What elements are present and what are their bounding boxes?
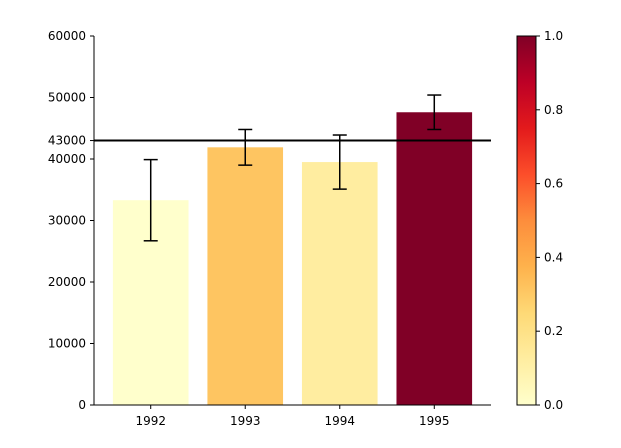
x-tick-label: 1993: [230, 414, 261, 428]
y-tick-label: 50000: [48, 91, 86, 105]
error-bars: [143, 94, 442, 242]
bars: [112, 112, 473, 405]
y-tick-label: 40000: [48, 152, 86, 166]
colorbar-tick-label: 0.4: [544, 250, 563, 264]
x-tick-label: 1992: [135, 414, 166, 428]
colorbar-tick-label: 1.0: [544, 29, 563, 43]
colorbar-gradient: [516, 35, 537, 406]
bar-1994: [301, 162, 378, 405]
axes: 0 10000 20000 30000 40000 50000 60000 43000 1992…: [48, 29, 491, 428]
colorbar-tick-label: 0.0: [544, 398, 563, 412]
colorbar-tick-label: 0.6: [544, 177, 563, 191]
x-tick-label: 1994: [324, 414, 355, 428]
errorbar-1995: [427, 94, 442, 131]
colorbar: 0.0 0.2 0.4 0.6 0.8 1.0: [516, 29, 563, 412]
reference-line-label: 43000: [48, 134, 86, 148]
colorbar-tick-label: 0.2: [544, 324, 563, 338]
y-tick-label: 60000: [48, 29, 86, 43]
y-tick-label: 0: [78, 398, 86, 412]
errorbar-1992: [143, 158, 158, 242]
colorbar-tick-label: 0.8: [544, 103, 563, 117]
bar-1995: [396, 112, 473, 405]
y-tick-label: 10000: [48, 337, 86, 351]
errorbar-1993: [238, 128, 253, 166]
y-tick-label: 30000: [48, 214, 86, 228]
y-tick-label: 20000: [48, 275, 86, 289]
bar-1993: [207, 147, 284, 405]
x-tick-label: 1995: [419, 414, 450, 428]
errorbar-1994: [332, 134, 347, 190]
